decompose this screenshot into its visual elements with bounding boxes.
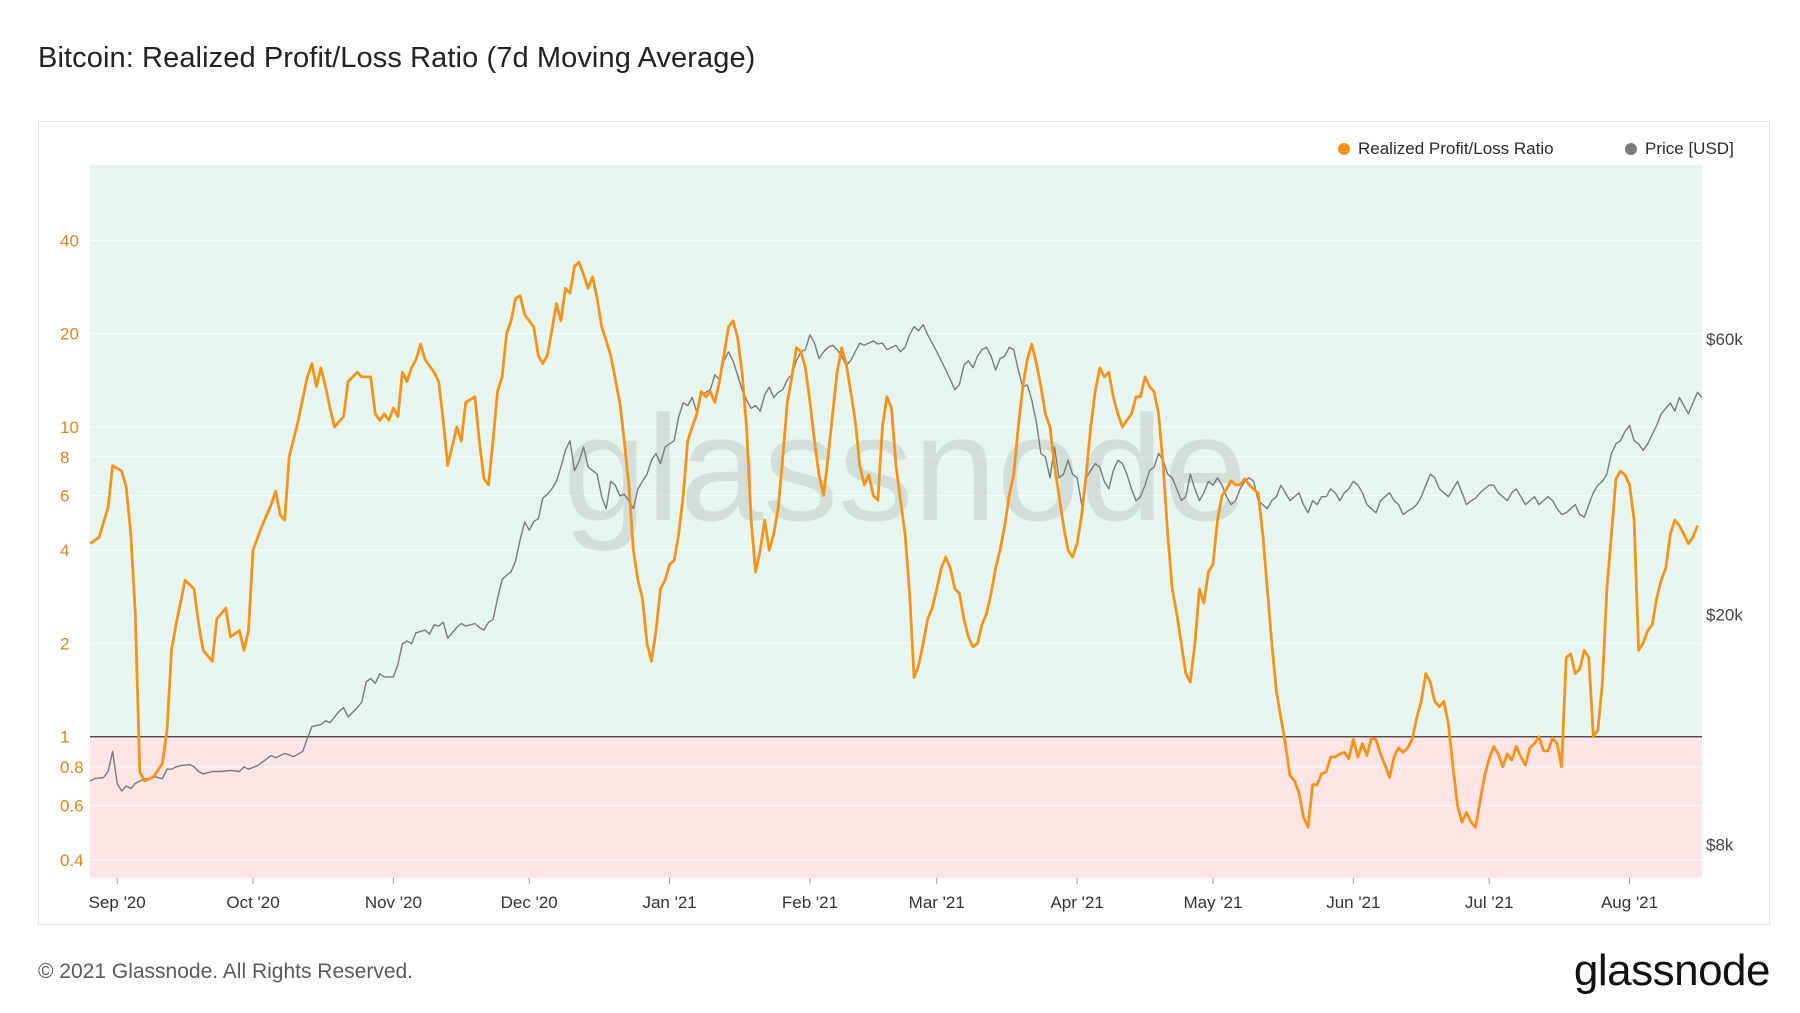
left-axis-tick-label: 0.8 xyxy=(60,758,84,777)
x-axis-tick-label: Mar '21 xyxy=(909,893,965,912)
x-axis-tick-label: Feb '21 xyxy=(782,893,838,912)
x-axis-tick-label: Aug '21 xyxy=(1601,893,1658,912)
x-axis-tick-label: Nov '20 xyxy=(365,893,422,912)
legend-dot-icon xyxy=(1625,143,1637,155)
chart-title: Bitcoin: Realized Profit/Loss Ratio (7d … xyxy=(38,42,756,74)
legend-item-ratio[interactable]: Realized Profit/Loss Ratio xyxy=(1338,139,1554,159)
legend-dot-icon xyxy=(1338,143,1350,155)
price-series-line xyxy=(89,324,1703,792)
left-axis-tick-label: 20 xyxy=(60,325,79,344)
right-axis-tick-label: $8k xyxy=(1706,835,1734,854)
x-axis-tick-label: May '21 xyxy=(1183,893,1242,912)
chart-frame xyxy=(38,121,1770,925)
left-axis-tick-label: 4 xyxy=(60,541,69,560)
footer-logo[interactable]: glassnode xyxy=(1573,946,1771,995)
x-axis-tick-label: Oct '20 xyxy=(226,893,279,912)
legend-label-price: Price [USD] xyxy=(1645,139,1734,158)
left-axis-tick-label: 10 xyxy=(60,418,79,437)
x-axis-tick-label: Jun '21 xyxy=(1326,893,1380,912)
left-axis-tick-label: 0.6 xyxy=(60,796,84,815)
left-axis-tick-label: 1 xyxy=(60,728,69,747)
left-axis-tick-label: 2 xyxy=(60,634,69,653)
left-axis-tick-label: 8 xyxy=(60,448,69,467)
left-axis-tick-label: 40 xyxy=(60,231,79,250)
x-axis-tick-label: Apr '21 xyxy=(1050,893,1103,912)
loss-zone xyxy=(90,736,1702,878)
x-axis-tick-label: Sep '20 xyxy=(89,893,146,912)
legend-item-price[interactable]: Price [USD] xyxy=(1625,139,1734,159)
legend-label-ratio: Realized Profit/Loss Ratio xyxy=(1358,139,1554,158)
footer-copyright: © 2021 Glassnode. All Rights Reserved. xyxy=(38,960,414,983)
x-axis-tick-label: Jul '21 xyxy=(1465,893,1514,912)
ratio-series-line xyxy=(89,260,1699,829)
x-axis-tick-label: Dec '20 xyxy=(501,893,558,912)
left-axis-tick-label: 0.4 xyxy=(60,851,84,870)
right-axis-tick-label: $20k xyxy=(1706,606,1743,625)
left-axis-tick-label: 6 xyxy=(60,487,69,506)
x-axis-tick-label: Jan '21 xyxy=(642,893,696,912)
right-axis-tick-label: $60k xyxy=(1706,330,1743,349)
